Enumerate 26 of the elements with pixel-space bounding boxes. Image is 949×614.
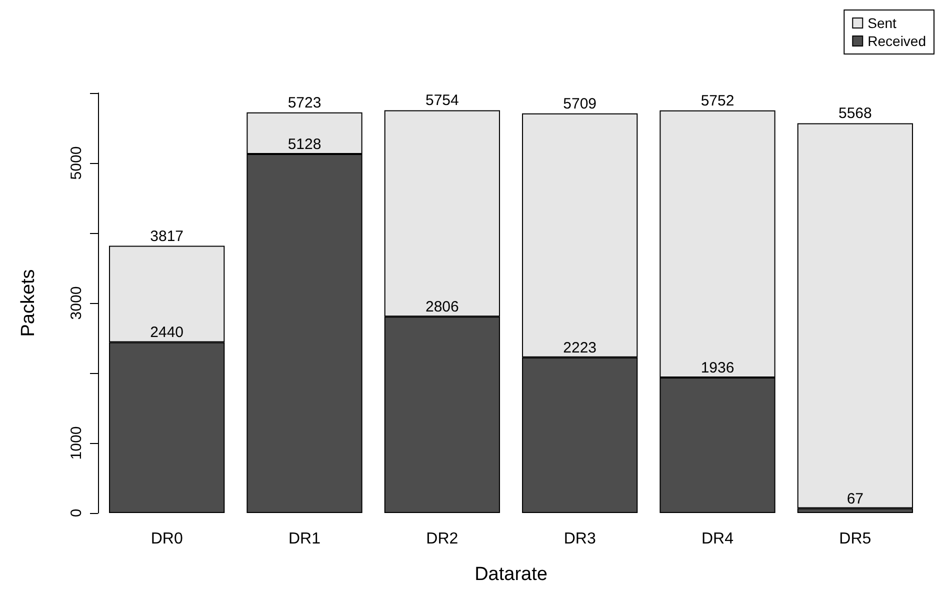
total-label: 5754 [425,92,459,110]
total-label: 5568 [838,105,872,122]
total-label: 5752 [700,92,734,110]
x-tick-label: DR0 [150,530,183,548]
data-label: 67 [846,490,864,508]
x-tick-label: DR1 [288,530,321,548]
data-label: 2440 [150,324,184,342]
total-label: 3817 [150,228,184,245]
total-label: 5709 [563,95,597,112]
y-tick-label: 1000 [68,426,85,460]
y-axis-title: Packets [18,269,39,337]
data-label: 2223 [563,339,597,356]
x-tick-label: DR5 [839,530,872,548]
data-label: 2806 [425,298,459,316]
legend-label: Sent [868,15,897,31]
x-tick-label: DR3 [564,530,596,548]
data-label: 1936 [700,359,734,376]
x-axis-title: Datarate [474,564,548,585]
y-tick-label: 3000 [68,286,85,320]
total-label: 5723 [288,94,322,112]
data-label: 5128 [288,136,322,154]
y-tick-label: 0 [68,508,85,518]
legend-label: Received [868,33,926,49]
y-tick-label: 5000 [68,146,85,180]
x-tick-label: DR2 [426,530,458,548]
x-tick-label: DR4 [701,530,734,548]
